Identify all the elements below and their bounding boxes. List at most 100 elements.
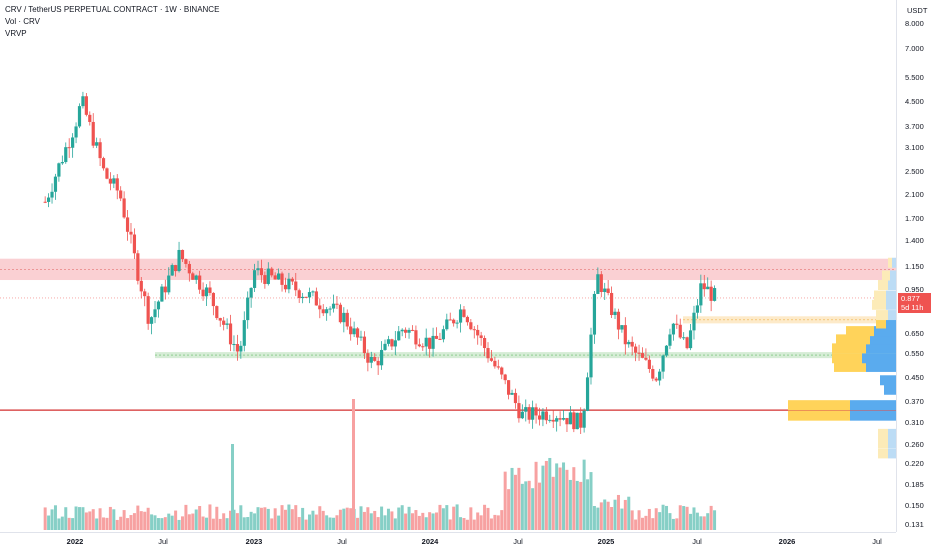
volume-bar bbox=[50, 509, 54, 530]
volume-bar bbox=[356, 517, 360, 530]
volume-bar bbox=[548, 457, 552, 530]
volume-bar bbox=[654, 508, 658, 530]
candle-body bbox=[208, 287, 212, 293]
vrvp-up-bar bbox=[834, 361, 866, 372]
volume-bar bbox=[215, 506, 219, 530]
volume-bar bbox=[483, 504, 487, 530]
time-axis[interactable]: 2022 Jul 2023 Jul 2024 Jul 2025 Jul 2026 Jul bbox=[0, 532, 896, 551]
vrvp-legend[interactable]: VRVP bbox=[5, 29, 27, 38]
candle-body bbox=[71, 137, 75, 148]
volume-bar bbox=[256, 507, 260, 530]
candle-body bbox=[489, 358, 494, 361]
candle-body bbox=[369, 356, 373, 363]
volume-bar bbox=[400, 505, 404, 530]
chart-pane[interactable]: CRV / TetherUS PERPETUAL CONTRACT · 1W ·… bbox=[0, 0, 896, 532]
volume-bar bbox=[538, 482, 542, 530]
candle-body bbox=[149, 317, 154, 324]
candle-body bbox=[235, 344, 240, 352]
volume-bar bbox=[472, 519, 476, 530]
candle-body bbox=[263, 275, 267, 284]
candle-body bbox=[424, 337, 428, 347]
volume-bar bbox=[98, 508, 102, 530]
price-tick-label: 1.700 bbox=[905, 214, 924, 223]
volume-bar bbox=[531, 488, 535, 530]
volume-bar bbox=[613, 499, 617, 530]
volume-bar bbox=[345, 507, 349, 530]
volume-bar bbox=[246, 517, 250, 530]
volume-bar bbox=[297, 517, 301, 530]
candle-body bbox=[136, 253, 140, 281]
volume-bar bbox=[699, 516, 703, 530]
candle-body bbox=[558, 418, 562, 420]
volume-bar bbox=[634, 519, 638, 530]
candle-body bbox=[589, 334, 593, 378]
candle-body bbox=[469, 322, 473, 330]
volume-bar bbox=[47, 515, 51, 530]
volume-bar bbox=[592, 506, 596, 530]
volume-bar bbox=[253, 513, 257, 530]
volume-bar bbox=[438, 504, 442, 530]
volume-bar bbox=[362, 511, 366, 530]
candle-body bbox=[596, 274, 600, 294]
volume-bar bbox=[229, 510, 233, 530]
candle-body bbox=[434, 335, 439, 339]
volume-bar bbox=[273, 508, 277, 530]
price-tick-label: 8.000 bbox=[905, 19, 924, 28]
candle-body bbox=[119, 190, 123, 199]
volume-bar bbox=[277, 515, 281, 530]
candle-body bbox=[122, 198, 126, 218]
candle-body bbox=[428, 337, 432, 349]
candle-body bbox=[304, 296, 308, 298]
volume-bar bbox=[174, 510, 178, 530]
volume-bar bbox=[266, 508, 270, 530]
volume-bar bbox=[287, 504, 291, 530]
candle-body bbox=[46, 197, 51, 202]
volume-bar bbox=[71, 518, 75, 530]
candle-body bbox=[500, 367, 504, 375]
volume-bar bbox=[455, 504, 459, 530]
vrvp-up-bar bbox=[878, 438, 888, 449]
vrvp-up-bar bbox=[832, 353, 862, 364]
support-zone bbox=[155, 352, 896, 359]
candle-body bbox=[640, 353, 645, 358]
volume-bar bbox=[91, 509, 95, 530]
candle-body bbox=[383, 343, 387, 350]
candle-body bbox=[379, 349, 384, 366]
volume-bar bbox=[445, 505, 449, 530]
price-chart[interactable] bbox=[0, 0, 896, 532]
volume-legend[interactable]: Vol · CRV bbox=[5, 17, 40, 26]
candle-body bbox=[331, 303, 336, 309]
volume-bar bbox=[414, 510, 418, 530]
price-tick-label: 0.220 bbox=[905, 459, 924, 468]
volume-bar bbox=[119, 516, 123, 530]
volume-bar bbox=[259, 507, 263, 530]
volume-bar bbox=[620, 508, 624, 530]
currency-label: USDT bbox=[907, 6, 928, 15]
candle-body bbox=[259, 268, 264, 276]
volume-bar bbox=[198, 506, 202, 530]
volume-bar bbox=[682, 506, 686, 530]
volume-bar bbox=[335, 515, 339, 530]
price-tick-label: 0.650 bbox=[905, 329, 924, 338]
vrvp-down-bar bbox=[888, 448, 896, 459]
volume-bar bbox=[658, 512, 662, 530]
candle-body bbox=[493, 360, 497, 367]
volume-bar bbox=[678, 505, 682, 530]
candle-body bbox=[462, 309, 466, 317]
volume-bar bbox=[644, 515, 648, 530]
volume-bar bbox=[311, 510, 315, 530]
candle-body bbox=[222, 320, 226, 325]
candle-body bbox=[112, 178, 116, 184]
chart-title-legend[interactable]: CRV / TetherUS PERPETUAL CONTRACT · 1W ·… bbox=[5, 5, 220, 14]
volume-bar bbox=[88, 511, 92, 530]
price-axis[interactable]: USDT 8.000 7.000 5.500 4.500 3.700 3.100 2.500… bbox=[896, 0, 932, 532]
candle-body bbox=[400, 329, 404, 332]
candle-body bbox=[355, 328, 360, 338]
price-tick-label: 0.550 bbox=[905, 349, 924, 358]
price-tick-label: 0.950 bbox=[905, 285, 924, 294]
volume-bar bbox=[393, 518, 397, 530]
volume-bar bbox=[500, 510, 504, 530]
candle-body bbox=[476, 329, 480, 336]
candle-body bbox=[345, 312, 349, 327]
volume-bar bbox=[67, 517, 71, 530]
